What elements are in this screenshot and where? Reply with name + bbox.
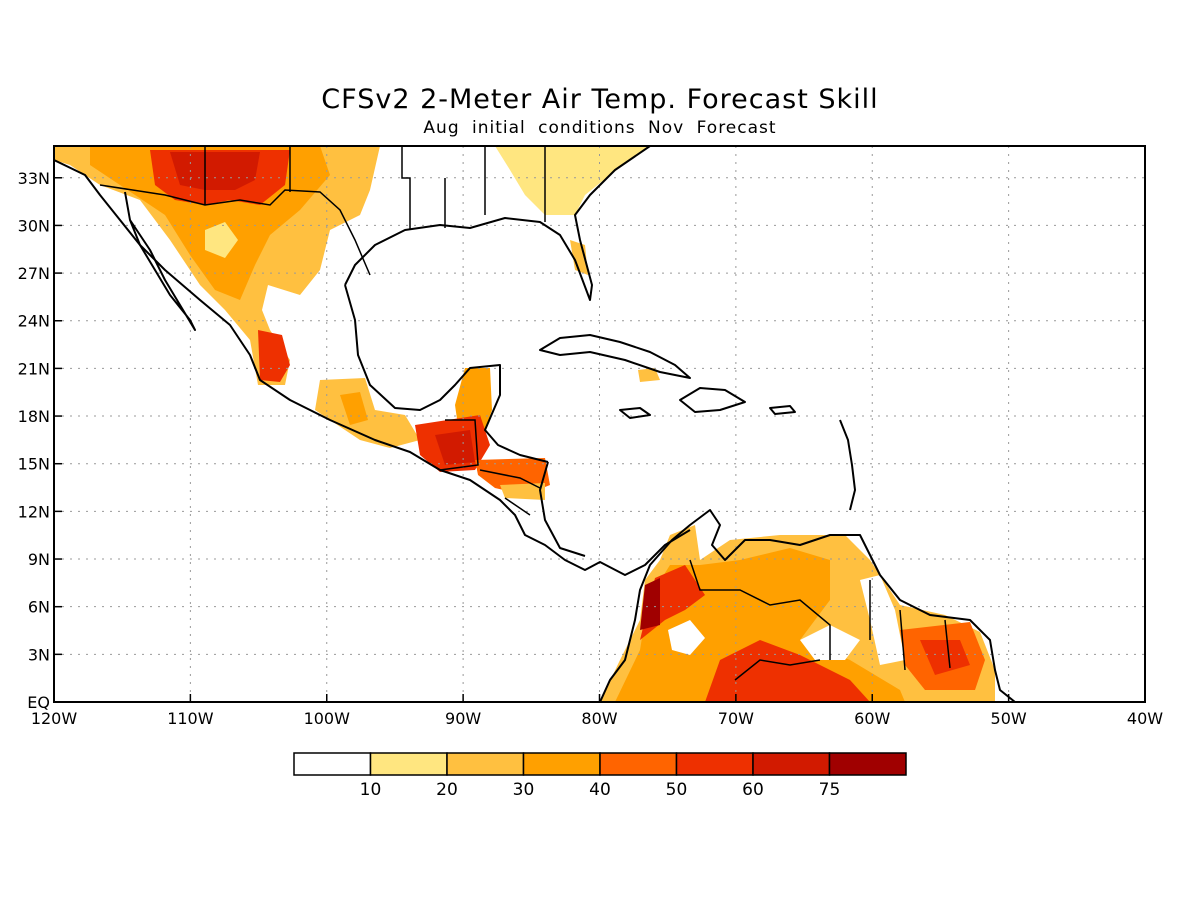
lat-tick-label: 12N: [18, 502, 50, 521]
lon-tick-label: 120W: [31, 709, 78, 728]
colorbar-swatch: [446, 752, 525, 776]
coastline-north-central-america: [54, 159, 691, 576]
lat-tick-label: 3N: [28, 645, 50, 664]
colorbar-label: 10: [360, 780, 382, 800]
skill-region-nicaragua: [500, 483, 545, 500]
coastline-jamaica: [619, 407, 651, 419]
coastline-south-america: [599, 509, 1016, 702]
border-central-america: [479, 469, 541, 516]
colorbar-swatch: [369, 752, 448, 776]
coastline-hispaniola: [679, 387, 746, 413]
skill-region-amazon: [705, 640, 870, 702]
lat-tick-label: 9N: [28, 550, 50, 569]
colorbar-label: 40: [589, 780, 611, 800]
longitude-axis: 120W 110W 100W 90W 80W 70W 60W 50W 40W: [31, 694, 1163, 728]
political-borders: [99, 146, 951, 681]
map-title: CFSv2 2-Meter Air Temp. Forecast Skill: [321, 84, 879, 115]
coastlines: [54, 146, 1016, 702]
skill-region-sinaloa: [258, 330, 290, 382]
lon-tick-label: 50W: [991, 709, 1027, 728]
coastline-cuba: [539, 334, 691, 379]
border-us-mexico: [99, 184, 371, 276]
colorbar-swatch: [828, 752, 907, 776]
lat-tick-label: 27N: [18, 264, 50, 283]
skill-region-s-mexico-core: [340, 392, 368, 425]
lat-tick-label: 18N: [18, 407, 50, 426]
lon-tick-label: 70W: [718, 709, 754, 728]
lon-tick-label: 80W: [581, 709, 617, 728]
colorbar-swatch: [675, 752, 754, 776]
skill-region-hispaniola: [638, 368, 660, 382]
colorbar-label: 60: [742, 780, 764, 800]
lon-tick-label: 100W: [304, 709, 351, 728]
coastline-central-america-caribbean: [539, 461, 586, 557]
map-subtitle: Aug initial conditions Nov Forecast: [423, 118, 777, 138]
coastline-gulf-of-mexico: [344, 146, 651, 301]
skill-region-colombia-hole: [668, 620, 705, 655]
skill-shading: [54, 146, 995, 702]
lat-tick-label: 6N: [28, 598, 50, 617]
lon-tick-label: 90W: [445, 709, 481, 728]
coastline-mexico-gulf-side: [344, 284, 549, 463]
skill-region-sonora-hole: [205, 222, 238, 258]
colorbar-label: 30: [513, 780, 535, 800]
map-gridlines: [54, 146, 1145, 702]
border-south-america: [689, 559, 951, 681]
lon-tick-label: 110W: [167, 709, 214, 728]
colorbar-label: 75: [819, 780, 841, 800]
coastline-baja-california: [124, 191, 196, 331]
lat-tick-label: EQ: [27, 693, 50, 712]
skill-region-w-colombia-core: [640, 578, 660, 630]
colorbar-label: 20: [436, 780, 458, 800]
lat-tick-label: 33N: [18, 169, 50, 188]
skill-region-guianas-core: [920, 640, 970, 675]
border-us-states: [204, 146, 546, 230]
skill-region-guyana-hole: [860, 575, 905, 665]
colorbar-swatch: [522, 752, 601, 776]
coastline-puerto-rico: [769, 405, 796, 415]
lon-tick-label: 40W: [1127, 709, 1163, 728]
lat-tick-label: 21N: [18, 359, 50, 378]
colorbar: 10 20 30 40 50 60 75: [293, 752, 907, 800]
lat-tick-label: 15N: [18, 455, 50, 474]
skill-region-se-us: [495, 146, 650, 215]
coastline-lesser-antilles: [839, 419, 856, 511]
skill-region-guatemala-core: [435, 430, 475, 465]
colorbar-swatch: [752, 752, 831, 776]
lon-tick-label: 60W: [854, 709, 890, 728]
colorbar-label: 50: [666, 780, 688, 800]
border-guatemala-belize: [439, 419, 479, 471]
lat-tick-label: 24N: [18, 312, 50, 331]
latitude-axis: EQ 3N 6N 9N 12N 15N 18N 21N 24N 27N 30N 33N: [18, 169, 62, 712]
colorbar-swatch: [293, 752, 372, 776]
lat-tick-label: 30N: [18, 216, 50, 235]
colorbar-swatch: [599, 752, 678, 776]
skill-region-florida: [570, 240, 588, 275]
skill-region-arizona-core: [170, 152, 260, 190]
